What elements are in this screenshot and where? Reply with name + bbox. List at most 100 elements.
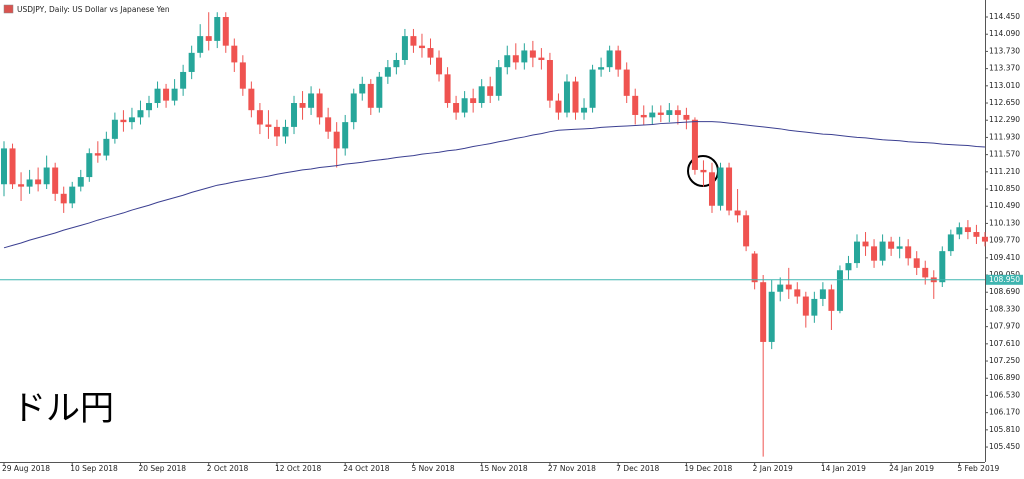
candle-body xyxy=(538,57,545,61)
candle-body xyxy=(922,267,929,278)
candle-body xyxy=(691,119,698,170)
candle-body xyxy=(708,172,715,206)
x-tick-label: 19 Dec 2018 xyxy=(684,464,732,473)
candle-body xyxy=(521,50,528,63)
y-tick-label: 107.970 xyxy=(989,322,1020,331)
x-tick-label: 7 Dec 2018 xyxy=(616,464,659,473)
y-tick-label: 111.930 xyxy=(989,132,1020,141)
candle-body xyxy=(700,169,707,173)
candle-body xyxy=(384,67,391,77)
y-tick-label: 111.210 xyxy=(989,167,1020,176)
x-tick-label: 10 Sep 2018 xyxy=(70,464,118,473)
y-tick-label: 106.890 xyxy=(989,373,1020,382)
candle-body xyxy=(146,103,153,111)
candle-body xyxy=(180,71,187,89)
candle-body xyxy=(802,296,809,316)
candle-body xyxy=(623,69,630,96)
candle-body xyxy=(376,76,383,108)
x-tick-label: 14 Jan 2019 xyxy=(821,464,866,473)
candle-body xyxy=(632,95,639,115)
candle-body xyxy=(171,88,178,101)
candle-body xyxy=(913,258,920,268)
y-tick-label: 110.490 xyxy=(989,201,1020,210)
y-tick-label: 108.690 xyxy=(989,287,1020,296)
candle-body xyxy=(461,98,468,113)
candle-body xyxy=(495,67,502,96)
candle-body xyxy=(572,81,579,113)
candle-body xyxy=(401,36,408,61)
candle-body xyxy=(248,88,255,111)
x-tick-label: 15 Nov 2018 xyxy=(480,464,528,473)
y-tick-label: 113.010 xyxy=(989,81,1020,90)
y-tick-label: 110.130 xyxy=(989,218,1020,227)
candle-body xyxy=(222,17,229,46)
candle-body xyxy=(205,36,212,41)
candle-body xyxy=(555,100,562,113)
candle-body xyxy=(546,60,553,101)
candle-body xyxy=(981,236,988,242)
y-tick-label: 105.450 xyxy=(989,442,1020,451)
y-tick-label: 106.530 xyxy=(989,390,1020,399)
x-tick-label: 24 Oct 2018 xyxy=(343,464,390,473)
candle-body xyxy=(291,103,298,127)
candle-body xyxy=(69,186,76,204)
x-tick-label: 5 Feb 2019 xyxy=(957,464,999,473)
candle-body xyxy=(973,232,980,237)
x-tick-label: 5 Nov 2018 xyxy=(411,464,454,473)
y-tick-label: 109.770 xyxy=(989,236,1020,245)
candle-body xyxy=(777,284,784,292)
candle-body xyxy=(751,253,758,283)
y-tick-label: 113.370 xyxy=(989,64,1020,73)
candle-body xyxy=(615,50,622,70)
candle-body xyxy=(964,227,971,233)
candle-body xyxy=(845,263,852,271)
candle-body xyxy=(905,246,912,259)
candle-body xyxy=(231,45,238,63)
candle-body xyxy=(640,114,647,118)
moving-average-line xyxy=(3,121,985,249)
candle-body xyxy=(359,83,366,94)
candle-body xyxy=(666,110,673,115)
candle-body xyxy=(154,88,161,104)
x-tick-label: 12 Oct 2018 xyxy=(275,464,322,473)
candle-body xyxy=(60,193,67,204)
candle-body xyxy=(862,241,869,247)
x-tick-label: 2 Jan 2019 xyxy=(753,464,793,473)
annotation: ドル円 xyxy=(12,389,114,429)
candle-body xyxy=(43,167,50,185)
candle-body xyxy=(77,177,84,187)
candle-body xyxy=(325,117,332,132)
candle-body xyxy=(35,179,42,185)
candle-body xyxy=(52,167,59,194)
candle-body xyxy=(137,110,144,118)
candle-body xyxy=(427,48,434,58)
candle-body xyxy=(265,124,272,127)
candle-body xyxy=(896,246,903,249)
x-tick-label: 27 Nov 2018 xyxy=(548,464,596,473)
x-tick-label: 24 Jan 2019 xyxy=(889,464,934,473)
candle-body xyxy=(734,210,741,216)
candle-body xyxy=(111,119,118,139)
y-tick-label: 107.250 xyxy=(989,356,1020,365)
y-tick-label: 112.290 xyxy=(989,115,1020,124)
candle-body xyxy=(657,112,664,115)
y-tick-label: 110.850 xyxy=(989,184,1020,193)
candle-body xyxy=(871,246,878,261)
candle-body xyxy=(563,81,570,113)
candle-body xyxy=(163,88,170,101)
candle-body xyxy=(529,50,536,58)
candle-body xyxy=(86,153,93,178)
candle-body xyxy=(299,103,306,108)
candle-body xyxy=(410,36,417,46)
candle-body xyxy=(487,86,494,96)
candle-body xyxy=(512,55,519,63)
candle-body xyxy=(743,215,750,247)
candle-body xyxy=(606,50,613,68)
y-tick-label: 107.610 xyxy=(989,339,1020,348)
candle-body xyxy=(726,167,733,211)
candle-body xyxy=(103,138,110,156)
candle-body xyxy=(504,55,511,68)
y-tick-label: 112.650 xyxy=(989,98,1020,107)
